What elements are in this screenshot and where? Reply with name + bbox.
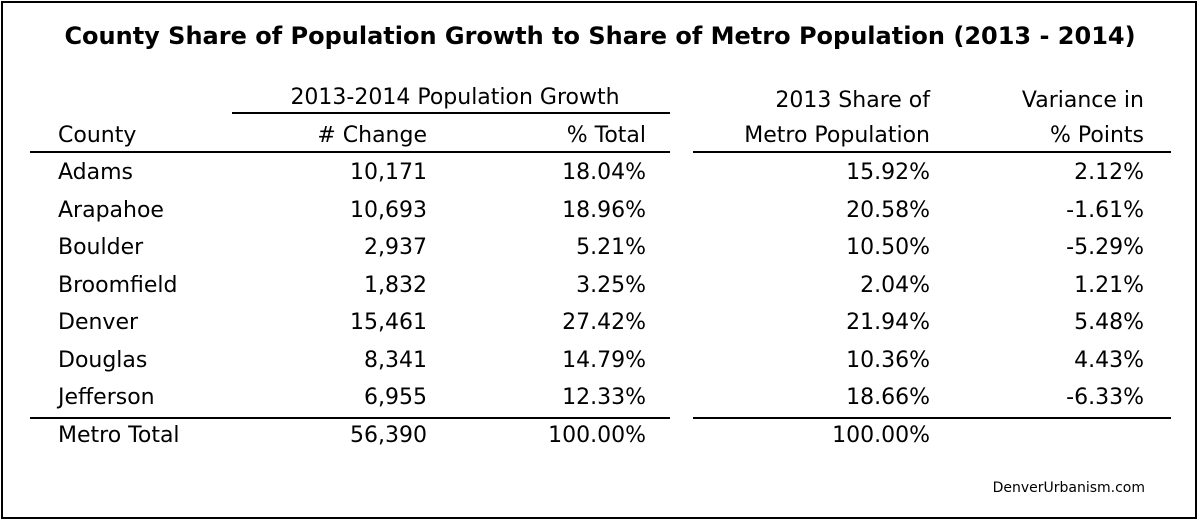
cell-share: 10.50%	[846, 235, 930, 260]
cell-pct-total: 27.42%	[562, 310, 646, 335]
header-county: County	[58, 123, 137, 148]
cell-change: 10,693	[350, 198, 427, 223]
cell-county: Douglas	[58, 348, 148, 373]
cell-variance: -6.33%	[1066, 385, 1144, 410]
cell-change: 6,955	[364, 385, 427, 410]
cell-pct-total: 12.33%	[562, 385, 646, 410]
cell-county: Denver	[58, 310, 139, 335]
cell-county: Broomfield	[58, 273, 178, 298]
cell-change: 8,341	[364, 348, 427, 373]
header-group-underline	[232, 112, 670, 114]
total-label: Metro Total	[58, 423, 180, 448]
cell-variance: 2.12%	[1074, 160, 1144, 185]
header-variance-line2: % Points	[1050, 123, 1144, 148]
cell-county: Adams	[58, 160, 134, 185]
total-change: 56,390	[350, 423, 427, 448]
total-rule-left	[30, 417, 670, 419]
cell-share: 2.04%	[860, 273, 930, 298]
header-population-growth: 2013-2014 Population Growth	[290, 85, 620, 110]
cell-pct-total: 14.79%	[562, 348, 646, 373]
cell-share: 18.66%	[846, 385, 930, 410]
header-pct-total: % Total	[566, 123, 646, 148]
cell-share: 10.36%	[846, 348, 930, 373]
header-share-line1: 2013 Share of	[775, 88, 930, 113]
header-change: # Change	[317, 123, 427, 148]
cell-pct-total: 3.25%	[576, 273, 646, 298]
cell-variance: -1.61%	[1066, 198, 1144, 223]
cell-county: Boulder	[58, 235, 144, 260]
total-share: 100.00%	[832, 423, 930, 448]
cell-county: Jefferson	[58, 385, 155, 410]
table-title: County Share of Population Growth to Sha…	[64, 22, 1136, 50]
cell-share: 15.92%	[846, 160, 930, 185]
cell-change: 1,832	[364, 273, 427, 298]
source-credit: DenverUrbanism.com	[992, 480, 1145, 496]
cell-share: 20.58%	[846, 198, 930, 223]
cell-variance: 5.48%	[1074, 310, 1144, 335]
cell-change: 2,937	[364, 235, 427, 260]
cell-share: 21.94%	[846, 310, 930, 335]
cell-variance: 4.43%	[1074, 348, 1144, 373]
cell-pct-total: 18.96%	[562, 198, 646, 223]
cell-change: 10,171	[350, 160, 427, 185]
cell-county: Arapahoe	[58, 198, 164, 223]
header-share-line2: Metro Population	[744, 123, 930, 148]
header-rule-right	[693, 151, 1171, 153]
cell-change: 15,461	[350, 310, 427, 335]
total-pct-total: 100.00%	[548, 423, 646, 448]
total-rule-right	[693, 417, 1171, 419]
header-variance-line1: Variance in	[1021, 88, 1144, 113]
header-rule-left	[30, 151, 670, 153]
cell-pct-total: 5.21%	[576, 235, 646, 260]
cell-pct-total: 18.04%	[562, 160, 646, 185]
cell-variance: 1.21%	[1074, 273, 1144, 298]
cell-variance: -5.29%	[1066, 235, 1144, 260]
